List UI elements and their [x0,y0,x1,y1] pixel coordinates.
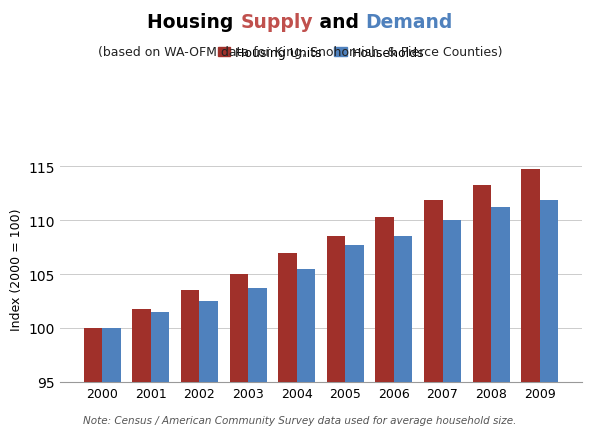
Bar [540,201,558,434]
Bar [491,208,509,434]
Bar [230,274,248,434]
Bar [278,253,296,434]
Bar [248,289,266,434]
Bar [443,221,461,434]
Legend: Housing Units, Households: Housing Units, Households [212,42,430,65]
Bar [473,185,491,434]
Bar [102,328,121,434]
Bar [346,246,364,434]
Bar [521,169,540,434]
Bar [327,237,346,434]
Bar [181,291,199,434]
Bar [151,312,169,434]
Text: and: and [313,13,365,32]
Text: Demand: Demand [365,13,452,32]
Bar [376,217,394,434]
Bar [199,301,218,434]
Bar [424,201,443,434]
Text: Housing: Housing [148,13,240,32]
Bar [296,269,315,434]
Bar [133,309,151,434]
Y-axis label: Index (2000 = 100): Index (2000 = 100) [10,208,23,330]
Bar [394,237,412,434]
Bar [84,328,102,434]
Text: Note: Census / American Community Survey data used for average household size.: Note: Census / American Community Survey… [83,415,517,425]
Text: Supply: Supply [240,13,313,32]
Text: (based on WA-OFM data for King, Snohomish, & Pierce Counties): (based on WA-OFM data for King, Snohomis… [98,46,502,59]
